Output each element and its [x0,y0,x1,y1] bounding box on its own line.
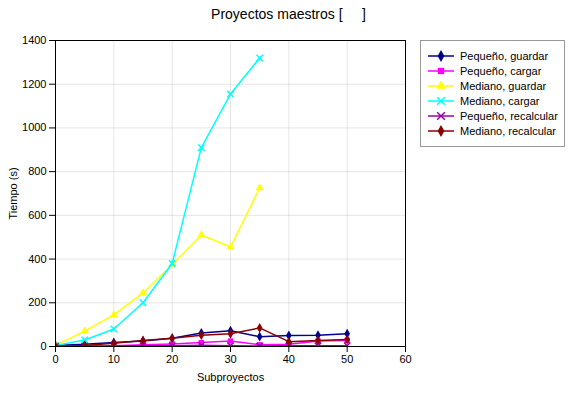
svg-text:0: 0 [52,353,58,365]
html-text:Pequeño, guardar: Pequeño, guardar [460,50,549,62]
html-text:Mediano, cargar: Mediano, cargar [460,95,540,107]
svg-text:60: 60 [399,353,411,365]
svg-text:30: 30 [224,353,236,365]
svg-text:600: 600 [28,209,46,221]
svg-text:1000: 1000 [22,121,46,133]
svg-text:200: 200 [28,296,46,308]
html-text:Proyectos maestros [ ]: Proyectos maestros [ ] [211,6,366,22]
html-text:Pequeño, recalcular: Pequeño, recalcular [460,110,558,122]
html-text:Mediano, guardar: Mediano, guardar [460,80,547,92]
svg-text:40: 40 [283,353,295,365]
html-text:Pequeño, cargar: Pequeño, cargar [460,65,542,77]
svg-text:10: 10 [108,353,120,365]
html-text:Mediano, recalcular: Mediano, recalcular [460,125,556,137]
svg-text:Subproyectos: Subproyectos [197,371,265,383]
svg-text:1200: 1200 [22,78,46,90]
svg-text:50: 50 [341,353,353,365]
svg-text:Tiempo (s): Tiempo (s) [7,167,19,219]
svg-text:20: 20 [166,353,178,365]
svg-text:400: 400 [28,253,46,265]
svg-text:0: 0 [40,340,46,352]
svg-text:800: 800 [28,165,46,177]
svg-text:1400: 1400 [22,34,46,46]
